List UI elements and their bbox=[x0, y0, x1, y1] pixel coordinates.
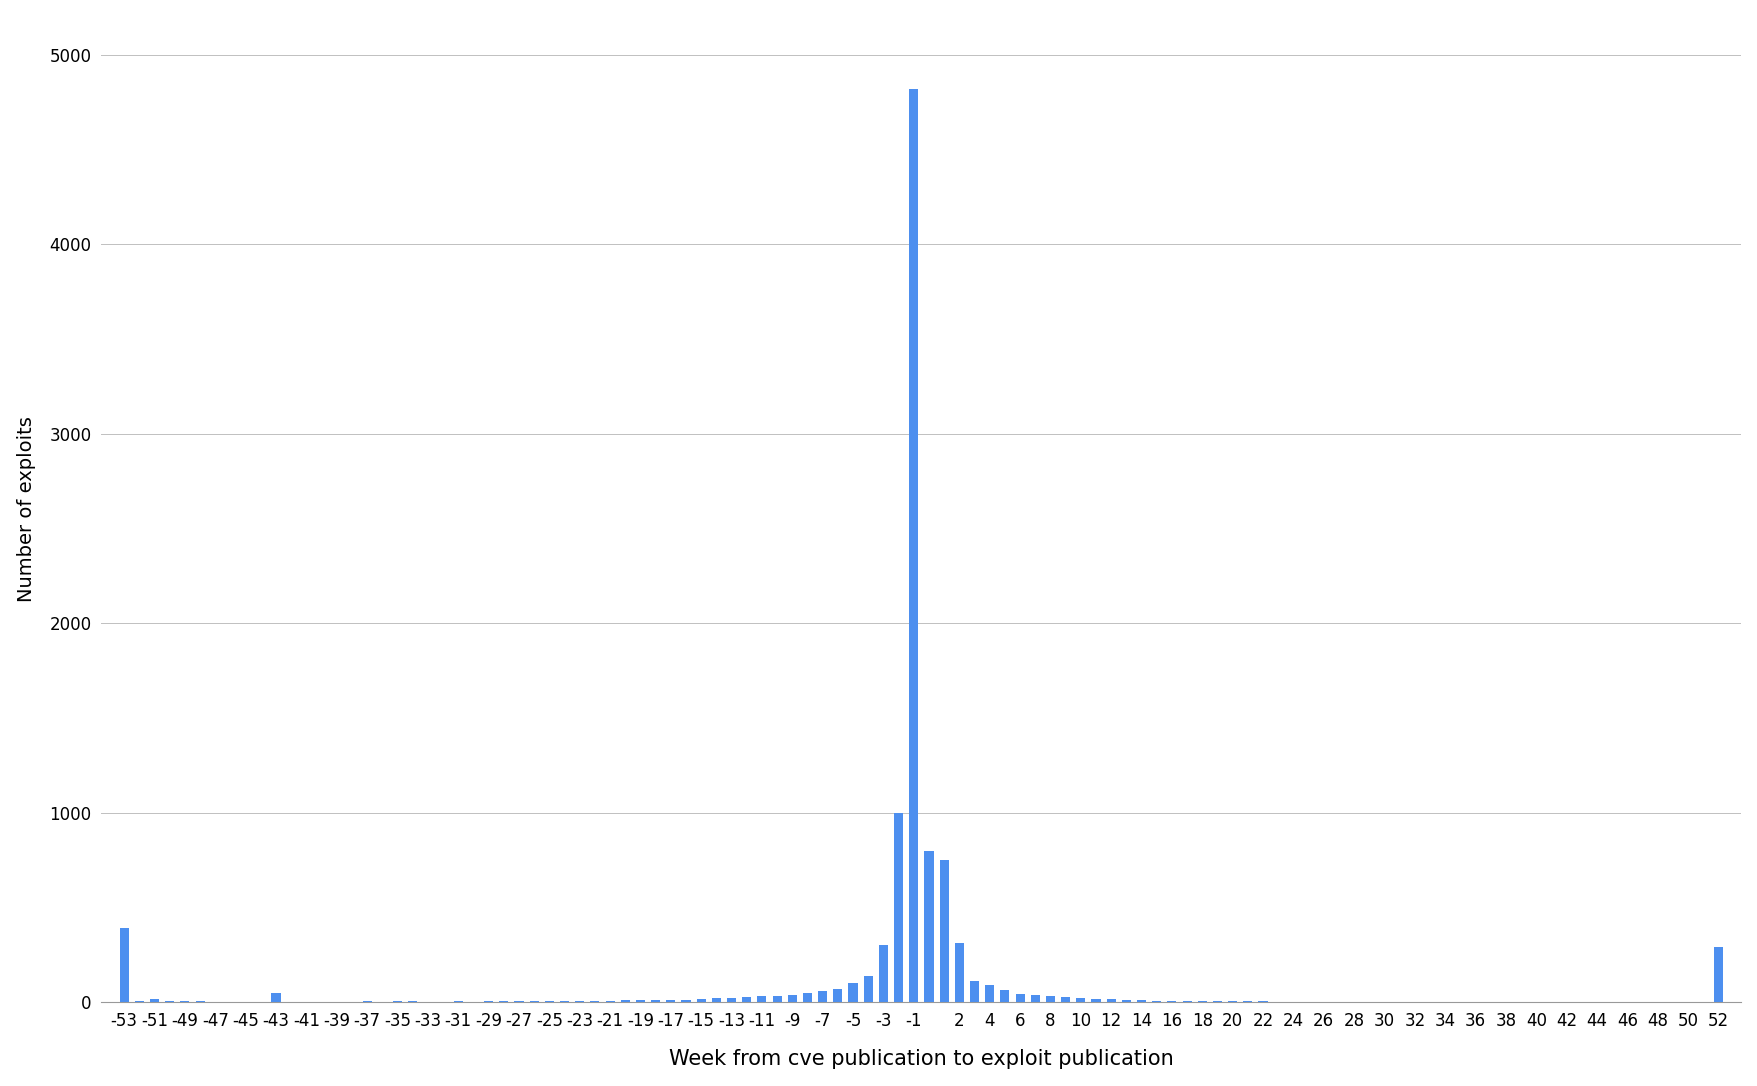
Bar bbox=[1045, 997, 1054, 1002]
Bar bbox=[149, 999, 160, 1002]
Bar bbox=[666, 1000, 675, 1002]
Bar bbox=[195, 1000, 204, 1002]
Bar bbox=[970, 982, 979, 1002]
Bar bbox=[1137, 1000, 1146, 1002]
Bar bbox=[119, 929, 128, 1002]
Bar bbox=[682, 999, 691, 1002]
Bar bbox=[1030, 995, 1038, 1002]
Bar bbox=[924, 850, 933, 1002]
Bar bbox=[771, 996, 782, 1002]
Bar bbox=[271, 993, 281, 1002]
Bar bbox=[712, 998, 720, 1002]
Bar bbox=[1121, 1000, 1130, 1002]
Y-axis label: Number of exploits: Number of exploits bbox=[16, 416, 35, 603]
Bar bbox=[560, 1001, 569, 1002]
X-axis label: Week from cve publication to exploit publication: Week from cve publication to exploit pub… bbox=[669, 1049, 1174, 1070]
Bar bbox=[1061, 997, 1070, 1002]
Bar bbox=[1016, 994, 1024, 1002]
Bar bbox=[741, 997, 750, 1002]
Bar bbox=[499, 1001, 508, 1002]
Bar bbox=[636, 1000, 645, 1002]
Bar bbox=[849, 983, 857, 1002]
Bar bbox=[515, 1001, 524, 1002]
Bar bbox=[529, 1001, 538, 1002]
Bar bbox=[757, 997, 766, 1002]
Bar bbox=[938, 860, 949, 1002]
Bar bbox=[908, 89, 917, 1002]
Bar bbox=[787, 995, 796, 1002]
Bar bbox=[1091, 999, 1100, 1002]
Bar bbox=[604, 1000, 615, 1002]
Bar bbox=[1105, 999, 1116, 1002]
Bar bbox=[575, 1001, 583, 1002]
Bar bbox=[727, 998, 736, 1002]
Bar bbox=[1713, 947, 1722, 1002]
Bar bbox=[650, 1000, 661, 1002]
Bar bbox=[483, 1001, 494, 1002]
Bar bbox=[817, 992, 828, 1002]
Bar bbox=[620, 1000, 629, 1002]
Bar bbox=[1167, 1001, 1175, 1002]
Bar bbox=[878, 945, 887, 1002]
Bar bbox=[863, 975, 871, 1002]
Bar bbox=[833, 989, 842, 1002]
Bar bbox=[1151, 1000, 1161, 1002]
Bar bbox=[803, 993, 812, 1002]
Bar bbox=[590, 1000, 599, 1002]
Bar bbox=[545, 1000, 553, 1002]
Bar bbox=[362, 1000, 371, 1002]
Bar bbox=[954, 944, 963, 1002]
Bar bbox=[1000, 989, 1009, 1002]
Bar bbox=[1075, 998, 1084, 1002]
Bar bbox=[894, 812, 903, 1002]
Bar bbox=[696, 999, 705, 1002]
Bar bbox=[1182, 1001, 1191, 1002]
Bar bbox=[984, 985, 994, 1002]
